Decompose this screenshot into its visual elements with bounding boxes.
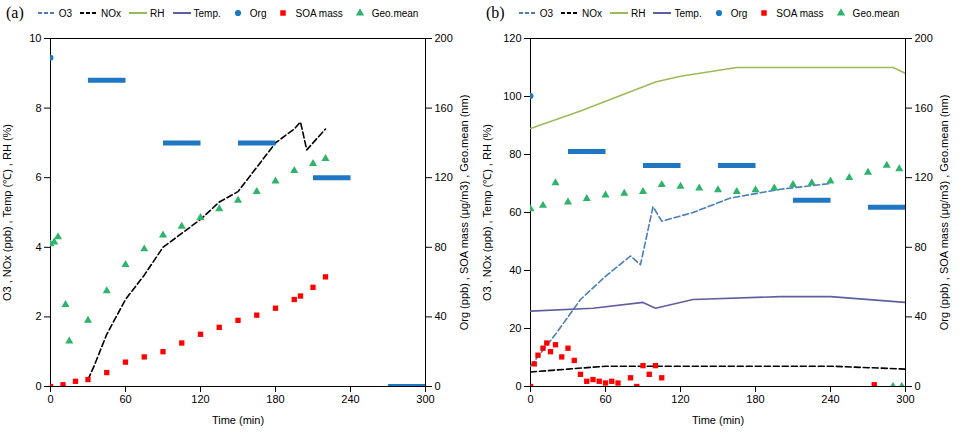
svg-text:200: 200 [915,32,933,44]
html-text:Geo.mean: Geo.mean [852,7,900,19]
svg-text:0: 0 [515,380,521,392]
svg-text:0: 0 [527,393,533,405]
html-text:(b): (b) [486,4,505,21]
svg-text:180: 180 [746,393,764,405]
svg-text:300: 300 [416,393,434,405]
svg-text:8: 8 [35,102,41,114]
svg-text:60: 60 [509,206,521,218]
svg-text:2: 2 [35,310,41,322]
html-text:O3: O3 [58,7,73,19]
svg-text:80: 80 [435,241,447,253]
svg-text:180: 180 [266,393,284,405]
html-text:NOx: NOx [582,7,602,19]
svg-text:120: 120 [191,393,209,405]
html-text:O3: O3 [539,7,553,19]
svg-text:100: 100 [503,90,521,102]
svg-text:240: 240 [821,393,839,405]
svg-text:60: 60 [599,393,611,405]
html-text:Temp.: Temp. [674,7,702,19]
svg-text:40: 40 [509,264,521,276]
svg-text:60: 60 [119,393,131,405]
html-text:Org: Org [249,7,267,19]
html-text:SOA mass: SOA mass [776,7,824,19]
svg-text:0: 0 [435,380,441,392]
html-text:RH: RH [150,7,165,19]
html-text:Geo.mean: Geo.mean [371,7,419,19]
svg-text:20: 20 [509,322,521,334]
svg-text:120: 120 [503,32,521,44]
svg-text:80: 80 [915,241,927,253]
html-text:(a): (a) [6,4,24,21]
svg-text:160: 160 [915,102,933,114]
svg-text:10: 10 [29,32,41,44]
svg-text:4: 4 [35,241,41,253]
html-text:RH: RH [631,7,646,19]
svg-text:Time (min): Time (min) [212,414,264,426]
svg-text:240: 240 [341,393,359,405]
svg-text:200: 200 [435,32,453,44]
svg-text:O3 , NOx (ppb) , Temp (℃) , RH: O3 , NOx (ppb) , Temp (℃) , RH (%) [1,124,13,301]
svg-text:0: 0 [47,393,53,405]
html-text:Temp.: Temp. [193,7,221,19]
svg-text:120: 120 [435,171,453,183]
html-text:SOA mass: SOA mass [295,7,343,19]
svg-text:0: 0 [915,380,921,392]
html-text:Org: Org [730,7,748,19]
svg-text:6: 6 [35,171,41,183]
svg-text:120: 120 [915,171,933,183]
svg-text:O3 , NOx (ppb) , Temp (℃) , RH: O3 , NOx (ppb) , Temp (℃) , RH (%) [481,124,493,301]
svg-text:300: 300 [896,393,914,405]
svg-text:Time (min): Time (min) [692,414,744,426]
svg-text:160: 160 [435,102,453,114]
svg-text:Org (ppb) , SOA mass (μg/m3) ,: Org (ppb) , SOA mass (μg/m3) , Geo.mean … [458,95,470,331]
svg-text:40: 40 [915,310,927,322]
svg-text:0: 0 [35,380,41,392]
svg-text:Org (ppb) , SOA mass (μg/m3) ,: Org (ppb) , SOA mass (μg/m3) , Geo.mean … [938,95,950,331]
svg-text:40: 40 [435,310,447,322]
svg-text:80: 80 [509,148,521,160]
html-text:NOx: NOx [101,7,122,19]
svg-text:120: 120 [671,393,689,405]
